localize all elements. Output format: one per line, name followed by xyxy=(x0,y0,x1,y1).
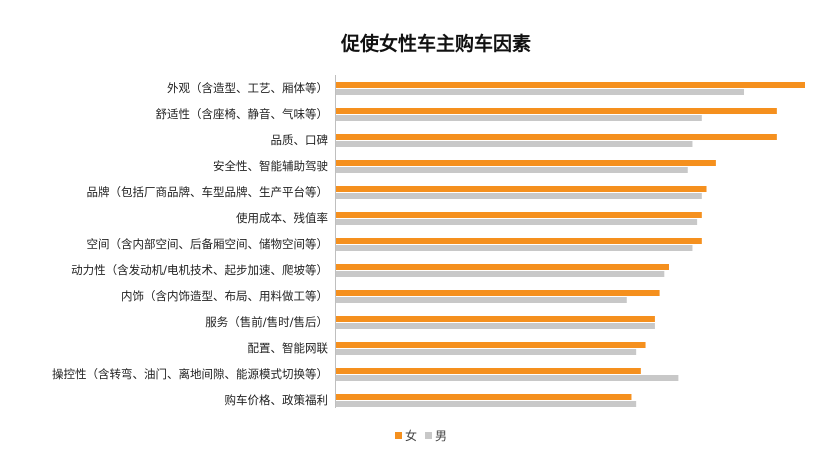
category-label: 内饰（含内饰造型、布局、用料做工等） xyxy=(121,289,328,303)
category-label: 安全性、智能辅助驾驶 xyxy=(213,159,328,173)
bar-male xyxy=(336,193,702,199)
category-label: 使用成本、残值率 xyxy=(236,211,328,225)
chart-title: 促使女性车主购车因素 xyxy=(340,32,531,55)
bar-female xyxy=(336,342,646,348)
legend-swatch xyxy=(395,432,402,439)
bar-female xyxy=(336,264,669,270)
bar-female xyxy=(336,394,632,400)
bar-female xyxy=(336,290,660,296)
category-label: 舒适性（含座椅、静音、气味等） xyxy=(156,107,329,121)
bars-group xyxy=(336,82,805,407)
bar-male xyxy=(336,115,702,121)
bar-male xyxy=(336,167,688,173)
category-label: 空间（含内部空间、后备厢空间、储物空间等） xyxy=(87,237,329,251)
bar-female xyxy=(336,368,641,374)
bar-male xyxy=(336,219,698,225)
category-label: 购车价格、政策福利 xyxy=(225,393,329,407)
bar-female xyxy=(336,160,716,166)
bar-male xyxy=(336,245,693,251)
bar-male xyxy=(336,297,627,303)
bar-female xyxy=(336,186,707,192)
legend-swatch xyxy=(425,432,432,439)
legend-label: 女 xyxy=(405,428,417,443)
bar-female xyxy=(336,212,702,218)
category-label: 品质、口碑 xyxy=(271,133,329,147)
bar-male xyxy=(336,401,637,407)
category-label: 配置、智能网联 xyxy=(248,341,329,355)
category-labels: 外观（含造型、工艺、厢体等） 舒适性（含座椅、静音、气味等） 品质、口碑安全性、智能… xyxy=(52,81,328,407)
bar-female xyxy=(336,108,777,114)
category-label: 操控性（含转弯、油门、离地间隙、能源模式切换等） xyxy=(52,367,328,381)
category-label: 外观（含造型、工艺、厢体等） xyxy=(167,81,328,95)
legend-label: 男 xyxy=(435,429,447,443)
bar-female xyxy=(336,82,805,88)
bar-female xyxy=(336,134,777,140)
category-label: 动力性（含发动机/电机技术、起步加速、爬坡等） xyxy=(71,263,328,277)
bar-male xyxy=(336,271,665,277)
category-label: 品牌（包括厂商品牌、车型品牌、生产平台等） xyxy=(87,185,329,199)
legend: 女男 xyxy=(395,428,447,443)
bar-female xyxy=(336,238,702,244)
bar-female xyxy=(336,316,655,322)
bar-male xyxy=(336,349,637,355)
category-label: 服务（售前/售时/售后） xyxy=(205,315,328,329)
bar-male xyxy=(336,375,679,381)
bar-male xyxy=(336,141,693,147)
bar-male xyxy=(336,89,745,95)
bar-male xyxy=(336,323,655,329)
